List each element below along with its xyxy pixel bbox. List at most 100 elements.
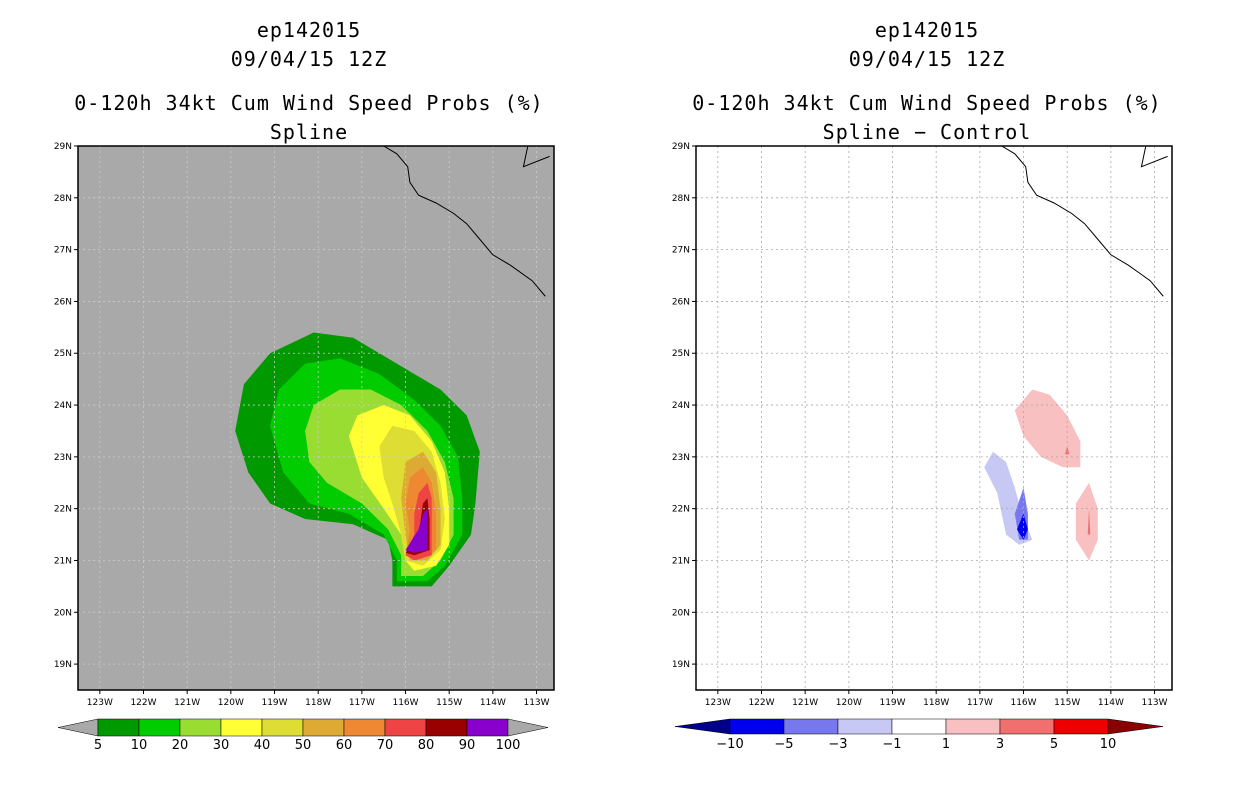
y-tick-label: 19N [672, 660, 690, 670]
x-tick-label: 122W [748, 698, 774, 708]
left-map: 123W 122W 121W 120W 119W 118W 117W 116W 115W 114W… [54, 142, 555, 753]
colorbar-swatch [425, 718, 468, 737]
x-tick-label: 116W [392, 698, 418, 708]
x-tick-label: 115W [1054, 698, 1080, 708]
colorbar-swatch [466, 718, 509, 737]
y-tick-label: 25N [672, 349, 690, 359]
x-tick-label: 116W [1010, 698, 1036, 708]
colorbar-swatch [783, 718, 839, 735]
y-tick-label: 28N [672, 194, 690, 204]
colorbar-label: 10 [131, 738, 148, 753]
colorbar-swatch [837, 718, 893, 735]
y-tick-label: 22N [54, 505, 72, 515]
x-tick-label: 119W [879, 698, 905, 708]
colorbar-label: 20 [172, 738, 189, 753]
colorbar-label: 30 [213, 738, 230, 753]
y-tick-label: 21N [54, 556, 72, 566]
x-tick-label: 118W [923, 698, 949, 708]
x-tick-label: 113W [523, 698, 549, 708]
x-tick-label: 114W [1098, 698, 1124, 708]
x-tick-label: 119W [261, 698, 287, 708]
colorbar-label: 90 [459, 738, 476, 753]
x-tick-label: 120W [218, 698, 244, 708]
colorbar-label: 1 [942, 737, 950, 752]
contour-fill-1to3 [1014, 389, 1081, 468]
y-tick-label: 28N [54, 194, 72, 204]
colorbar-swatch [1053, 718, 1109, 735]
y-tick-label: 23N [672, 453, 690, 463]
contour-layer [78, 146, 554, 690]
y-tick-label: 24N [54, 401, 72, 411]
plot-frame [695, 145, 1173, 691]
colorbar-swatch [343, 718, 386, 737]
x-tick-label: 122W [130, 698, 156, 708]
x-tick-label: 120W [836, 698, 862, 708]
colorbar-label: 100 [496, 738, 521, 753]
x-tick-label: 117W [967, 698, 993, 708]
colorbar-label: 50 [295, 738, 312, 753]
colorbar-end-low [57, 718, 99, 737]
y-tick-label: 27N [54, 246, 72, 256]
colorbar-swatch [261, 718, 304, 737]
contour-layer [696, 146, 1172, 690]
colorbar-swatch [179, 718, 222, 737]
left-chart-subtitle: Spline [269, 120, 349, 144]
colorbar-label: −5 [774, 737, 793, 752]
right-chart-subtitle: Spline − Control [822, 120, 1032, 144]
colorbar-label: 80 [418, 738, 435, 753]
colorbar-swatch [302, 718, 345, 737]
x-tick-label: 123W [705, 698, 731, 708]
left-chart-title: 0-120h 34kt Cum Wind Speed Probs (%) [74, 91, 544, 115]
x-tick-label: 121W [792, 698, 818, 708]
colorbar-swatch [220, 718, 263, 737]
colorbar-label: 3 [996, 737, 1004, 752]
colorbar-label: −10 [716, 737, 743, 752]
contour-fill--10to-5 [1017, 513, 1028, 540]
colorbar-label: 5 [1050, 737, 1058, 752]
y-tick-label: 23N [54, 453, 72, 463]
x-tick-label: 117W [349, 698, 375, 708]
grid-lines [696, 146, 1172, 690]
colorbar-swatch [384, 718, 427, 737]
y-tick-label: 19N [54, 660, 72, 670]
x-tick-label: 113W [1141, 698, 1167, 708]
coastline-island [522, 146, 550, 168]
y-tick-label: 27N [672, 246, 690, 256]
contour-fill-3to5 [1087, 508, 1091, 535]
right-map: 123W 122W 121W 120W 119W 118W 117W 116W 115W 114W… [672, 142, 1173, 752]
grid-lines [78, 146, 554, 690]
colorbar-label: 40 [254, 738, 271, 753]
right-panel: ep142015 09/04/15 12Z 0-120h 34kt Cum Wi… [618, 0, 1236, 800]
coastline [383, 146, 546, 297]
left-panel: ep142015 09/04/15 12Z 0-120h 34kt Cum Wi… [54, 18, 555, 753]
y-tick-label: 25N [54, 349, 72, 359]
colorbar-swatch [138, 718, 181, 737]
colorbar-swatch [891, 718, 947, 735]
contour-fill-90 [405, 508, 428, 553]
colorbar-label: −1 [882, 737, 901, 752]
x-tick-label: 123W [87, 698, 113, 708]
y-tick-label: 26N [54, 297, 72, 307]
right-storm-id: ep142015 [874, 18, 980, 42]
coastline [1001, 146, 1164, 297]
coastline-island [1140, 146, 1168, 168]
y-tick-label: 20N [54, 608, 72, 618]
colorbar-label: 10 [1100, 737, 1117, 752]
left-storm-id: ep142015 [256, 18, 362, 42]
y-tick-label: 24N [672, 401, 690, 411]
colorbar-swatch [97, 718, 140, 737]
colorbar-swatch [999, 718, 1055, 735]
right-datetime: 09/04/15 12Z [848, 47, 1006, 71]
contour-fill-3to5 [1065, 446, 1070, 455]
colorbar-end-high [507, 718, 549, 737]
x-tick-label: 115W [436, 698, 462, 708]
plot-frame [77, 145, 555, 691]
colorbar-label: −3 [828, 737, 847, 752]
y-tick-label: 22N [672, 505, 690, 515]
right-chart-title: 0-120h 34kt Cum Wind Speed Probs (%) [692, 91, 1162, 115]
left-datetime: 09/04/15 12Z [230, 47, 388, 71]
y-tick-label: 29N [54, 142, 72, 152]
x-tick-label: 121W [174, 698, 200, 708]
colorbar-label: 5 [94, 738, 102, 753]
y-tick-label: 20N [672, 608, 690, 618]
